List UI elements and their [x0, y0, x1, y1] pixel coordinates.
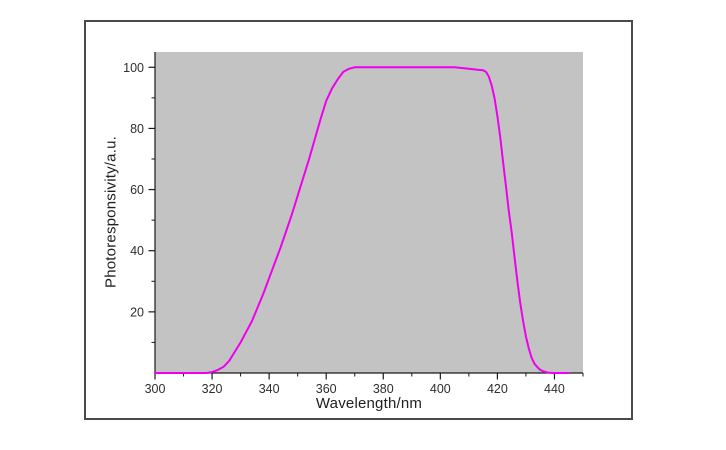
chart-svg: 300 320 340 360 380 400 420 440 20 40 60 80 100 [123, 52, 584, 396]
x-tick-label: 340 [259, 382, 280, 396]
photoresponsivity-curve [154, 66, 570, 374]
x-tick-label: 300 [145, 382, 166, 396]
y-tick-label: 20 [130, 305, 144, 319]
plot-background [155, 52, 583, 373]
x-tick-label: 360 [316, 382, 337, 396]
x-tick-label: 400 [430, 382, 451, 396]
y-tick-label: 60 [130, 183, 144, 197]
y-axis-title: Photoresponsivity/a.u. [102, 136, 120, 288]
figure-frame: 300 320 340 360 380 400 420 440 20 40 60 80 100 Wave… [84, 20, 633, 420]
x-axis-title: Wavelength/nm [315, 395, 423, 412]
y-tick-label: 100 [123, 61, 144, 75]
y-tick-label: 40 [130, 244, 144, 258]
x-tick-label: 320 [202, 382, 223, 396]
x-tick-label: 440 [544, 382, 565, 396]
y-tick-label: 80 [130, 122, 144, 136]
x-tick-label: 420 [487, 382, 508, 396]
x-tick-label: 380 [373, 382, 394, 396]
